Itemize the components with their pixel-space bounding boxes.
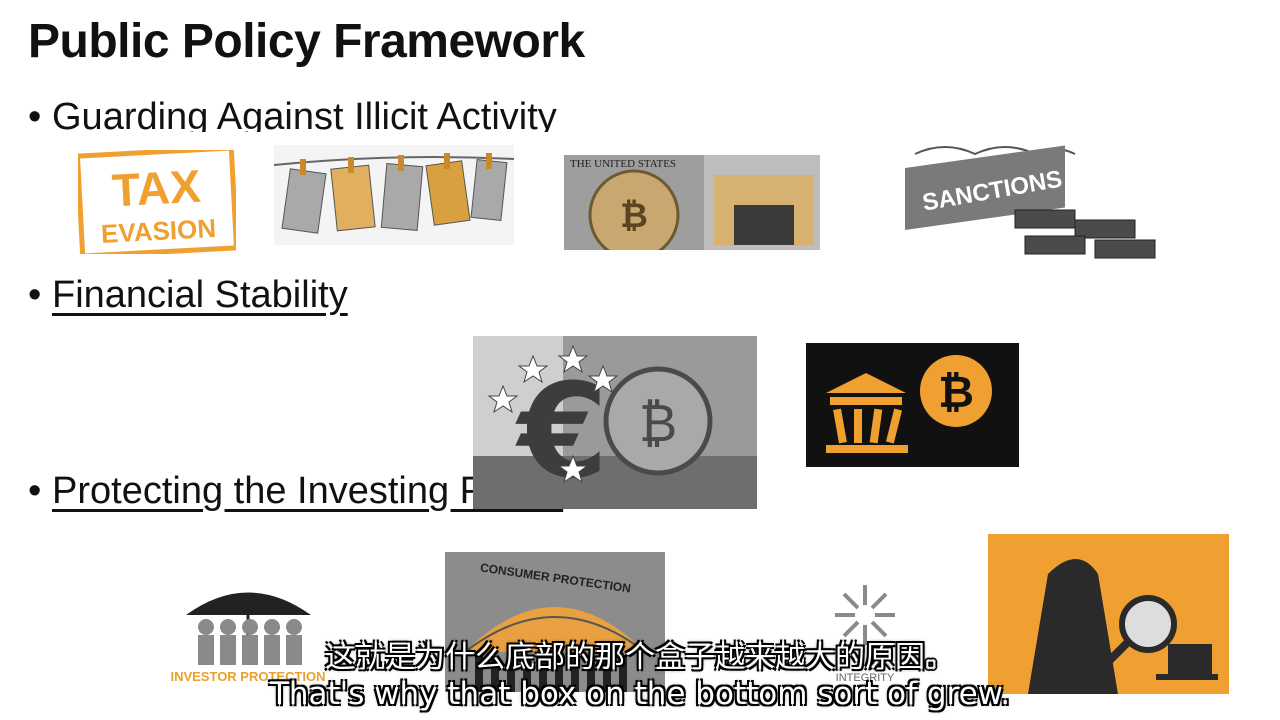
sanctions-image: SANCTIONS (905, 140, 1160, 270)
dollar-bitcoin-image: ₿ THE UNITED STATES (564, 155, 820, 250)
coin-symbol: ₿ (639, 394, 678, 454)
money-laundering-image (274, 145, 514, 245)
tax-evasion-image: TAX EVASION (78, 150, 236, 254)
subtitle-chinese: 这就是为什么底部的那个盒子越来越大的原因。 (325, 640, 955, 675)
bullet-illicit-activity: • Guarding Against Illicit Activity (28, 96, 557, 132)
euro-symbol: € (515, 355, 608, 507)
bullet-text: Financial Stability (52, 274, 348, 316)
bitcoin-bank-image: ₿ (806, 343, 1019, 467)
bullet-dot: • (28, 470, 42, 512)
bank-bitcoin-symbol: ₿ (938, 367, 974, 418)
euro-bitcoin-image: € ₿ (473, 336, 757, 509)
hacker-surveillance-image (988, 534, 1229, 694)
bullet-dot: • (28, 96, 42, 132)
evasion-text: EVASION (100, 213, 217, 249)
bullet-1-clip: • Guarding Against Illicit Activity (0, 96, 700, 132)
bullet-dot: • (28, 274, 42, 316)
bullet-financial-stability: • Financial Stability (28, 274, 348, 317)
subtitle-english: That's why that box on the bottom sort o… (269, 676, 1011, 712)
investor-protection-image: INVESTOR PROTECTION (156, 575, 341, 687)
tax-text: TAX (111, 160, 203, 217)
united-states-text: THE UNITED STATES (570, 158, 676, 170)
integrity-image: INTEGRITY (820, 575, 910, 687)
bullet-text: Guarding Against Illicit Activity (52, 96, 557, 132)
svg-text:₿: ₿ (620, 196, 648, 236)
investor-protection-text: INVESTOR PROTECTION (170, 669, 325, 684)
slide-title: Public Policy Framework (28, 15, 585, 68)
integrity-text: INTEGRITY (836, 672, 895, 684)
consumer-protection-image: CONSUMER PROTECTION (445, 552, 665, 692)
